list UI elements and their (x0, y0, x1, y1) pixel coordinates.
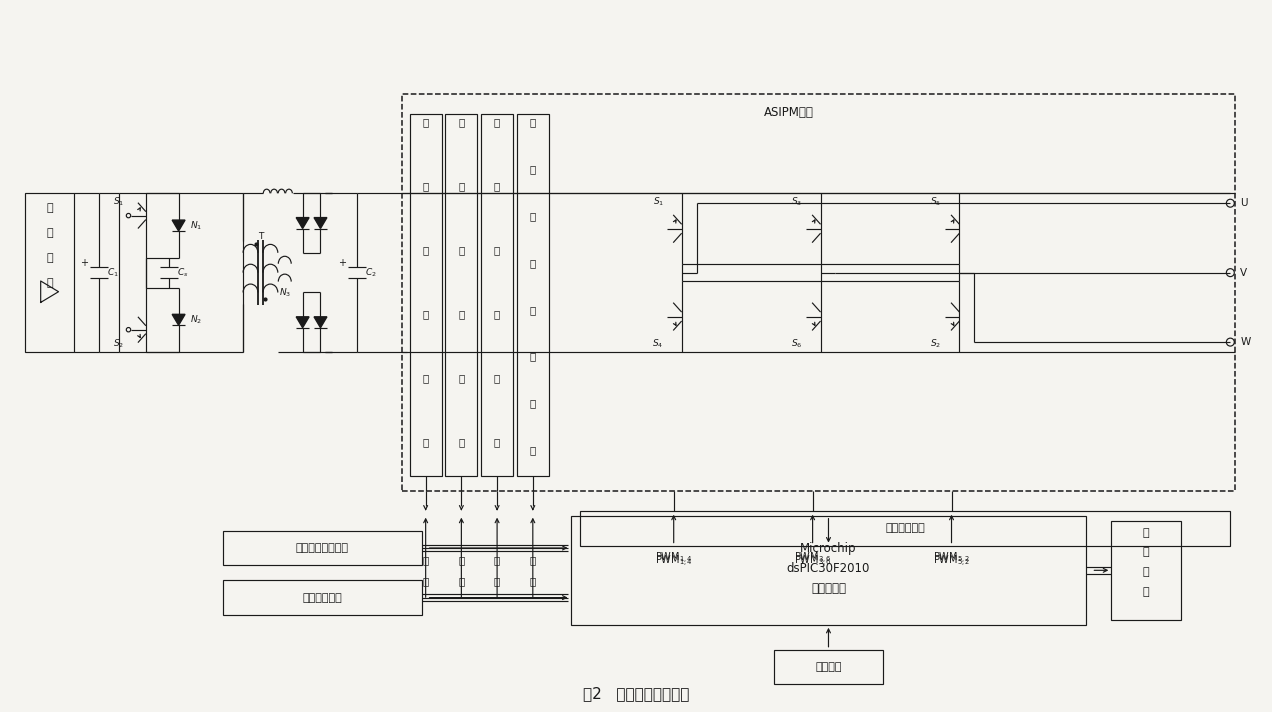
Polygon shape (172, 314, 184, 325)
Text: 压: 压 (494, 576, 500, 586)
Text: $S_6$: $S_6$ (791, 337, 803, 350)
Text: 过: 过 (458, 555, 464, 565)
Text: $C_1$: $C_1$ (107, 266, 120, 279)
Text: 路: 路 (458, 437, 464, 447)
Text: $S_5$: $S_5$ (930, 195, 941, 208)
Bar (481, 114, 513, 476)
Text: $N_2$: $N_2$ (190, 313, 202, 326)
Text: Microchip: Microchip (800, 542, 857, 555)
Text: $N_1$: $N_1$ (190, 219, 202, 232)
Text: 流: 流 (529, 576, 536, 586)
Bar (402, 94, 1235, 491)
Polygon shape (296, 317, 309, 328)
Text: 障: 障 (422, 576, 429, 586)
Text: 路: 路 (1142, 587, 1150, 597)
Text: 列: 列 (46, 278, 53, 288)
Text: 流: 流 (529, 164, 536, 174)
Text: 电: 电 (529, 399, 536, 409)
Text: 水位打干检测: 水位打干检测 (303, 592, 342, 602)
Text: $N_3$: $N_3$ (279, 286, 291, 299)
Text: 欠: 欠 (494, 555, 500, 565)
Text: 保: 保 (529, 305, 536, 315)
Polygon shape (172, 220, 184, 231)
Text: 护: 护 (458, 309, 464, 319)
Bar (224, 580, 422, 615)
Text: $S_1$: $S_1$ (113, 195, 125, 208)
Text: 控制电源: 控制电源 (815, 662, 842, 672)
Text: 输: 输 (422, 245, 429, 255)
Text: $S_2$: $S_2$ (113, 337, 125, 350)
Text: $S_4$: $S_4$ (653, 337, 664, 350)
Text: PWM$_{5,2}$: PWM$_{5,2}$ (932, 550, 971, 565)
Bar (224, 530, 422, 565)
Bar (25, 193, 75, 352)
Text: 电: 电 (458, 373, 464, 383)
Text: 护: 护 (494, 309, 500, 319)
Bar (445, 114, 477, 476)
Text: 障: 障 (422, 181, 429, 191)
Text: dsPIC30F2010: dsPIC30F2010 (787, 562, 870, 575)
Text: $S_2$: $S_2$ (931, 337, 941, 350)
Polygon shape (314, 218, 327, 229)
Text: PWM$_{1,4}$: PWM$_{1,4}$ (655, 553, 693, 569)
Text: PWM$_{3,6}$: PWM$_{3,6}$ (794, 553, 832, 569)
Text: T: T (258, 232, 263, 241)
Text: $S_3$: $S_3$ (791, 195, 803, 208)
Text: 路: 路 (422, 437, 429, 447)
Text: 阵: 阵 (46, 253, 53, 263)
Text: 隔离驱动电路: 隔离驱动电路 (885, 523, 925, 533)
Text: 电: 电 (494, 373, 500, 383)
Text: 路: 路 (529, 446, 536, 456)
Bar (580, 511, 1230, 545)
Text: PWM$_{3,6}$: PWM$_{3,6}$ (794, 550, 832, 565)
Text: 压: 压 (494, 181, 500, 191)
Bar (516, 114, 548, 476)
Text: 出: 出 (422, 309, 429, 319)
Text: 故: 故 (422, 117, 429, 127)
Bar (410, 114, 441, 476)
Text: +: + (338, 258, 346, 268)
Bar (773, 649, 883, 684)
Text: ASIPM模块: ASIPM模块 (764, 106, 814, 119)
Text: 路: 路 (529, 258, 536, 268)
Text: 阵列母线电压检测: 阵列母线电压检测 (296, 543, 349, 553)
Text: 报: 报 (1142, 528, 1150, 538)
Text: $C_2$: $C_2$ (365, 266, 377, 279)
Polygon shape (296, 218, 309, 229)
Text: 电: 电 (422, 373, 429, 383)
Bar (1112, 520, 1180, 620)
Text: 警: 警 (1142, 548, 1150, 557)
Text: 过: 过 (458, 117, 464, 127)
Text: V: V (1240, 268, 1248, 278)
Text: 热: 热 (458, 576, 464, 586)
Text: $C_s$: $C_s$ (177, 266, 188, 279)
Text: 过: 过 (529, 555, 536, 565)
Text: PWM$_{1,4}$: PWM$_{1,4}$ (655, 550, 693, 565)
Text: 伏: 伏 (46, 228, 53, 238)
Text: +: + (80, 258, 88, 268)
Text: 中央处理器: 中央处理器 (812, 582, 846, 595)
Text: 保: 保 (494, 245, 500, 255)
Text: 光: 光 (46, 203, 53, 213)
Text: 路: 路 (494, 437, 500, 447)
Text: 欠: 欠 (494, 117, 500, 127)
Text: 电: 电 (1142, 567, 1150, 577)
Text: 护: 护 (529, 352, 536, 362)
Text: 短: 短 (529, 211, 536, 221)
Text: 图2   主电路及硬件构成: 图2 主电路及硬件构成 (583, 686, 689, 701)
Text: $S_1$: $S_1$ (653, 195, 664, 208)
Text: 过: 过 (529, 117, 536, 127)
Polygon shape (314, 317, 327, 328)
Text: 热: 热 (458, 181, 464, 191)
Text: 保: 保 (458, 245, 464, 255)
Text: PWM$_{5,2}$: PWM$_{5,2}$ (932, 553, 971, 569)
Bar (571, 515, 1086, 625)
Text: 故: 故 (422, 555, 429, 565)
Text: W: W (1240, 337, 1250, 347)
Text: U: U (1240, 198, 1248, 208)
